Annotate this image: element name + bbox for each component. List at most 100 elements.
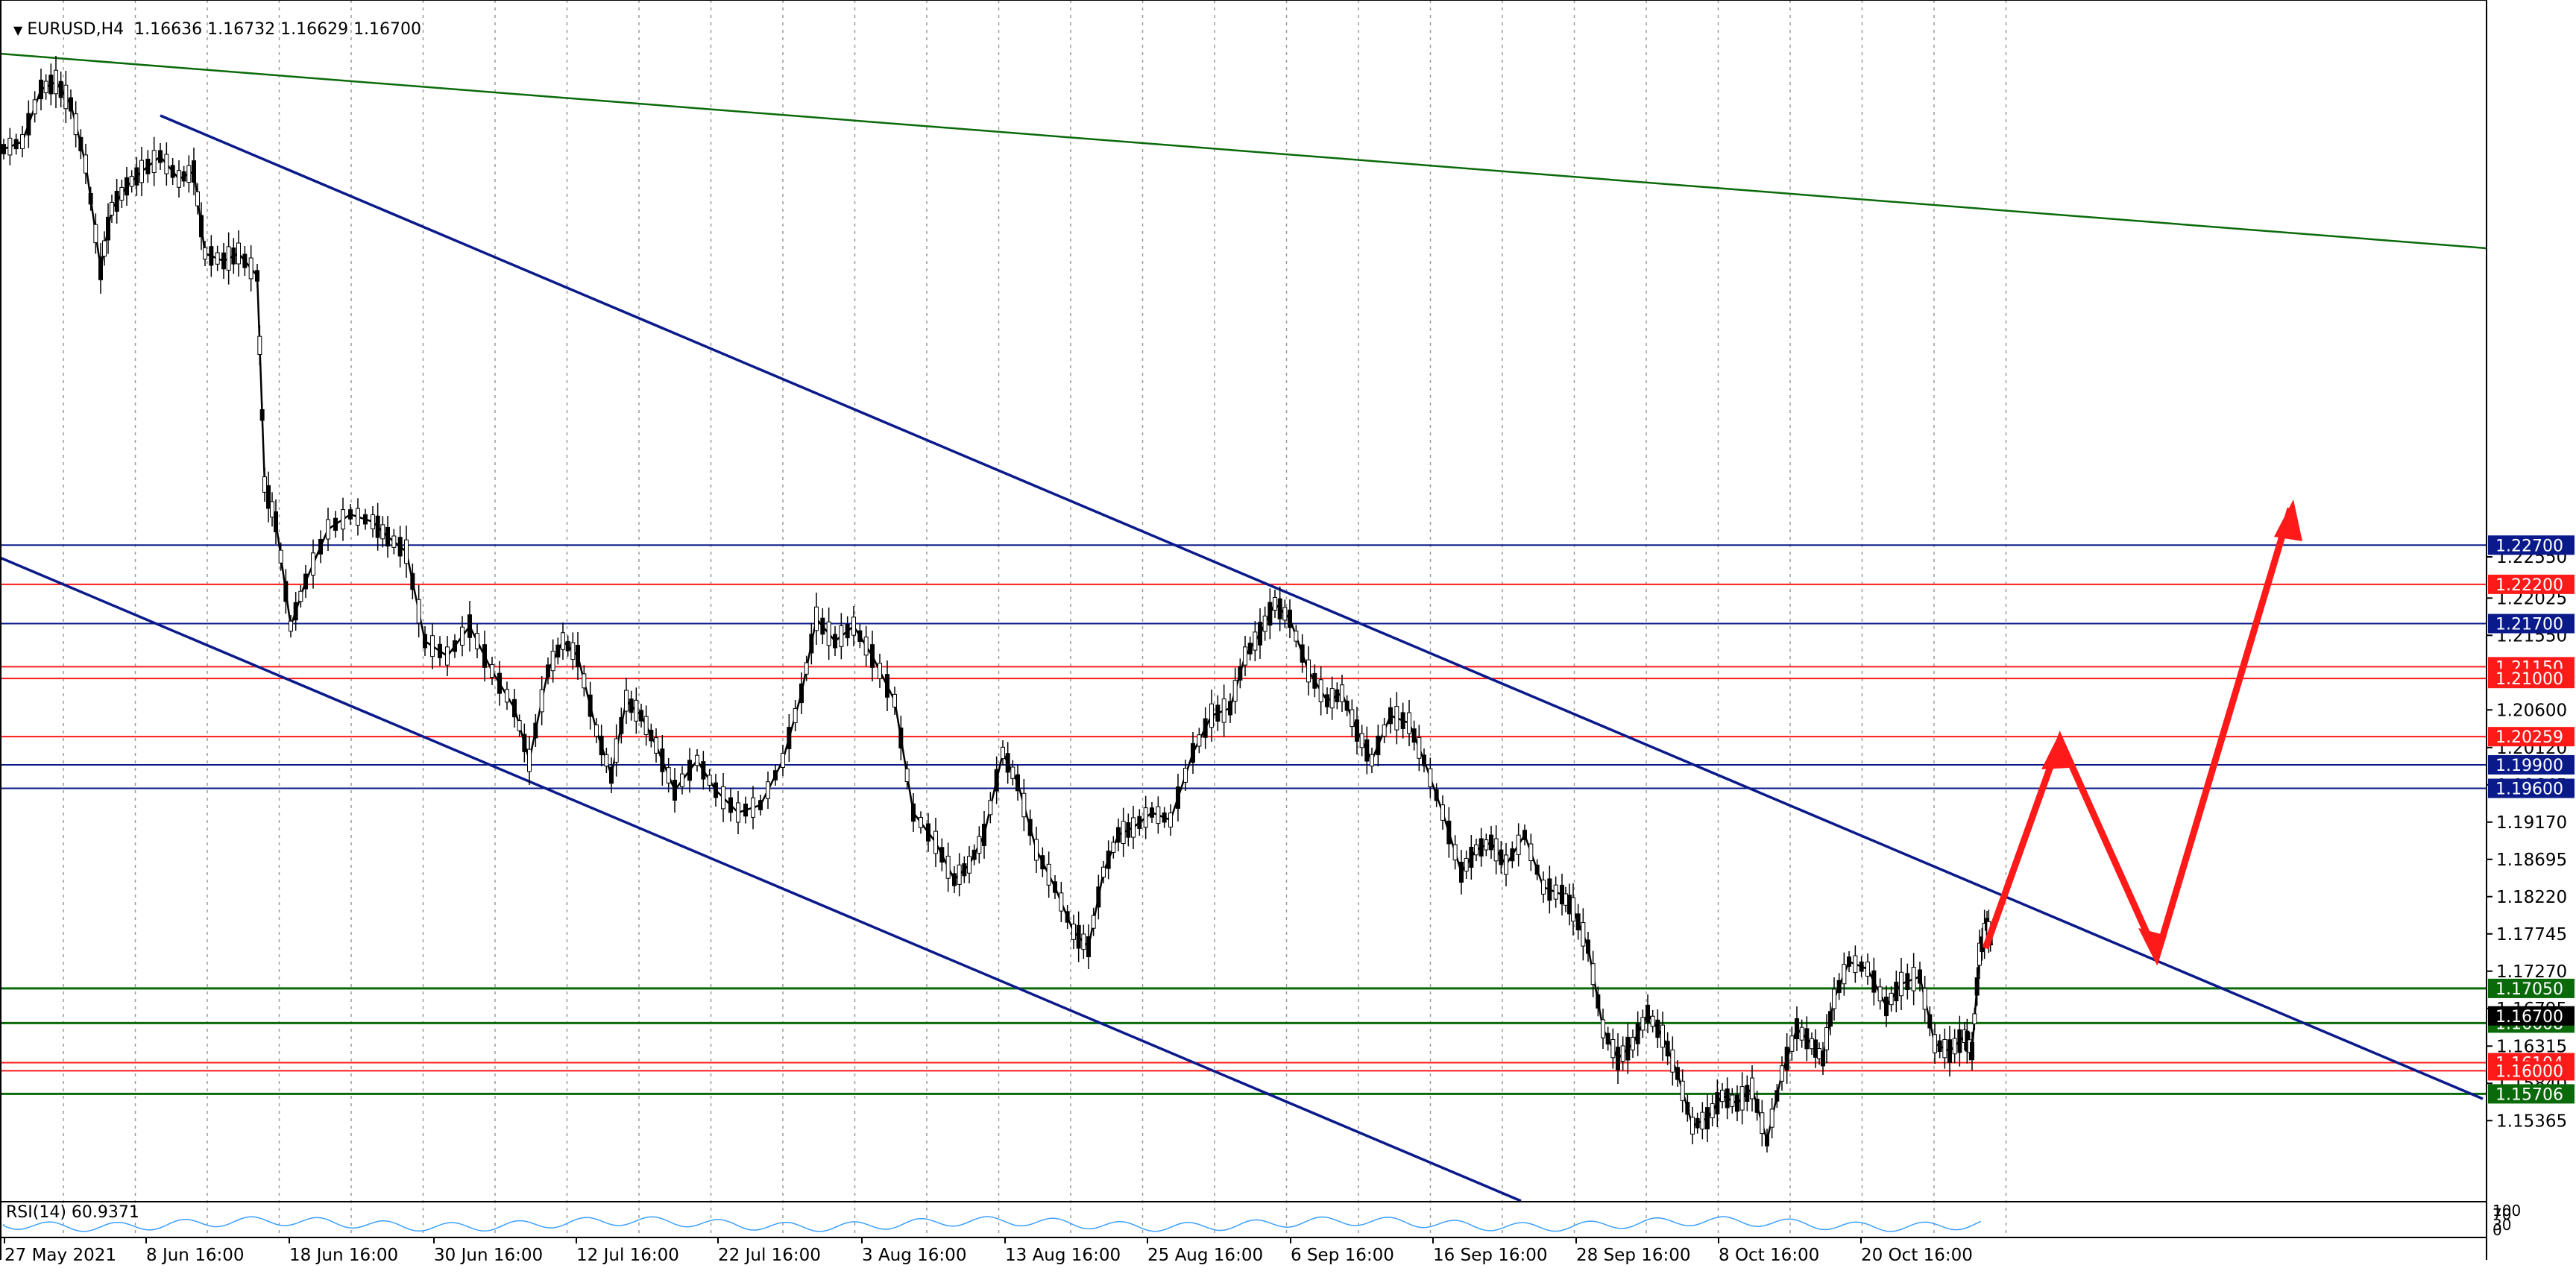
candle-body — [787, 727, 792, 749]
candle-body — [926, 823, 930, 842]
candle-body — [1695, 1117, 1700, 1129]
candle-body — [257, 335, 262, 355]
price-tick-label: 1.15365 — [2496, 1111, 2567, 1131]
candle-body — [1504, 854, 1508, 875]
candle-body — [348, 509, 353, 520]
candle-body — [971, 849, 977, 860]
candle-body — [1021, 792, 1027, 818]
candle-body — [1853, 955, 1858, 974]
candle-body — [1027, 819, 1033, 836]
candle-body — [453, 640, 457, 652]
level-tag — [2488, 1061, 2575, 1081]
candle-body — [363, 514, 368, 525]
candle-body — [58, 81, 63, 98]
candle-body — [186, 165, 192, 183]
candle-body — [1253, 631, 1258, 651]
candle-body — [1168, 813, 1173, 827]
candle-body — [98, 256, 103, 280]
candle-body — [634, 699, 639, 722]
candle-body — [1865, 962, 1870, 977]
candle-body — [43, 81, 48, 93]
candle-body — [1209, 703, 1214, 728]
candle-body — [1312, 672, 1317, 689]
candle-body — [1795, 1018, 1799, 1039]
time-tick-label: 28 Sep 16:00 — [1576, 1246, 1691, 1265]
candle-body — [1745, 1085, 1750, 1102]
candle-body — [110, 201, 114, 216]
candle-body — [497, 672, 502, 694]
candle-body — [416, 599, 421, 624]
level-tag-label: 1.20259 — [2495, 728, 2563, 747]
candle-body — [1116, 827, 1121, 843]
horizontal-levels[interactable] — [0, 544, 2487, 1095]
candle-body — [1258, 622, 1262, 646]
candle-body — [1400, 712, 1405, 729]
level-tag — [2488, 1084, 2575, 1104]
candle-body — [1288, 609, 1292, 628]
candle-body — [666, 767, 671, 783]
candle-body — [660, 748, 665, 772]
price-line — [3, 81, 1994, 1141]
candle-body — [967, 856, 971, 874]
forecast-arrows[interactable] — [1982, 499, 2302, 965]
candle-body — [1162, 812, 1167, 823]
candle-body — [1106, 851, 1111, 869]
candle-body — [236, 242, 241, 265]
candle-body — [203, 247, 207, 260]
candle-body — [311, 552, 315, 576]
candle-body — [114, 191, 119, 212]
candle-body — [1560, 884, 1564, 905]
price-tick-label: 1.19170 — [2496, 813, 2567, 833]
candle-body — [939, 847, 945, 863]
candle-body — [298, 590, 303, 602]
candle-body — [88, 192, 93, 205]
candle-body — [1813, 1039, 1818, 1058]
candle-body — [26, 113, 31, 136]
candle-body — [1730, 1094, 1735, 1107]
candle-body — [1889, 992, 1894, 1006]
candle-body — [736, 802, 740, 823]
candle-body — [170, 165, 175, 178]
candle-body — [467, 614, 472, 638]
candle-body — [649, 729, 654, 742]
candle-body — [1417, 737, 1422, 759]
trendlines[interactable] — [0, 52, 2487, 1202]
candle-body — [695, 754, 699, 766]
candle-body — [283, 581, 289, 602]
candle-body — [561, 632, 565, 650]
time-tick-label: 12 Jul 16:00 — [576, 1246, 679, 1265]
candle-body — [624, 690, 629, 712]
candle-body — [1382, 724, 1387, 737]
candle-body — [977, 836, 982, 854]
candle-body — [588, 694, 593, 717]
candle-body — [1388, 707, 1393, 725]
candle-body — [1894, 981, 1899, 1002]
candle-body — [7, 137, 13, 156]
current-price-label: 1.16700 — [2495, 1008, 2563, 1027]
candle-body — [1282, 607, 1288, 621]
time-tick-label: 20 Oct 16:00 — [1861, 1246, 1973, 1265]
candle-body — [1933, 1034, 1937, 1053]
rsi-scale-label: 70 — [2492, 1205, 2511, 1223]
candle-body — [1804, 1028, 1810, 1050]
candle-body — [1720, 1089, 1725, 1103]
candle-body — [1847, 956, 1851, 967]
candle-body — [1247, 643, 1253, 655]
candle-body — [1474, 844, 1478, 856]
candle-body — [1905, 973, 1910, 990]
triangle-down-icon[interactable]: ▼ — [13, 23, 23, 37]
candle-body — [145, 158, 151, 174]
candle-body — [1937, 1040, 1942, 1053]
candle-body — [604, 754, 609, 767]
candle-body — [1774, 1090, 1780, 1102]
candle-body — [863, 637, 869, 656]
candle-body — [533, 722, 538, 739]
candle-body — [1267, 602, 1273, 626]
arrow-head — [2138, 928, 2167, 965]
candle-body — [1710, 1103, 1715, 1118]
candle-body — [614, 738, 619, 763]
candle-body — [1126, 822, 1131, 838]
candle-body — [1877, 986, 1883, 1002]
